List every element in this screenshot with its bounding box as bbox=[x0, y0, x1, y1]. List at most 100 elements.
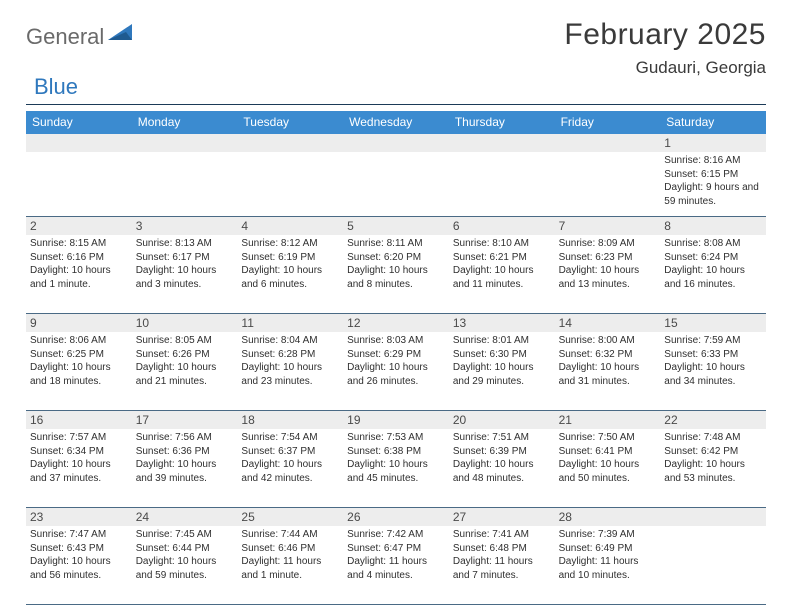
day-detail-line: Sunset: 6:21 PM bbox=[453, 251, 551, 265]
day-detail-line: Sunrise: 8:00 AM bbox=[559, 334, 657, 348]
month-title: February 2025 bbox=[564, 18, 766, 52]
day-detail-line: Daylight: 10 hours and 50 minutes. bbox=[559, 458, 657, 485]
day-number: 2 bbox=[26, 217, 132, 235]
day-number: 5 bbox=[343, 217, 449, 235]
day-detail-line: Sunrise: 8:13 AM bbox=[136, 237, 234, 251]
day-detail-line: Sunrise: 7:53 AM bbox=[347, 431, 445, 445]
day-cell: Sunrise: 8:09 AMSunset: 6:23 PMDaylight:… bbox=[555, 235, 661, 313]
day-cell: Sunrise: 7:39 AMSunset: 6:49 PMDaylight:… bbox=[555, 526, 661, 604]
day-detail-line: Daylight: 10 hours and 3 minutes. bbox=[136, 264, 234, 291]
day-cell: Sunrise: 7:54 AMSunset: 6:37 PMDaylight:… bbox=[237, 429, 343, 507]
day-detail-line: Sunset: 6:47 PM bbox=[347, 542, 445, 556]
day-detail-line: Sunrise: 7:48 AM bbox=[664, 431, 762, 445]
day-detail-line: Sunset: 6:15 PM bbox=[664, 168, 762, 182]
day-number: 11 bbox=[237, 314, 343, 332]
day-cell: Sunrise: 8:03 AMSunset: 6:29 PMDaylight:… bbox=[343, 332, 449, 410]
day-cell: Sunrise: 7:48 AMSunset: 6:42 PMDaylight:… bbox=[660, 429, 766, 507]
day-cell: Sunrise: 8:01 AMSunset: 6:30 PMDaylight:… bbox=[449, 332, 555, 410]
day-detail-line: Sunset: 6:29 PM bbox=[347, 348, 445, 362]
day-detail-line: Sunset: 6:46 PM bbox=[241, 542, 339, 556]
dow-cell: Friday bbox=[555, 111, 661, 134]
week-row: Sunrise: 7:47 AMSunset: 6:43 PMDaylight:… bbox=[26, 526, 766, 605]
day-number bbox=[449, 134, 555, 152]
day-detail-line: Sunrise: 7:57 AM bbox=[30, 431, 128, 445]
day-cell bbox=[343, 152, 449, 216]
day-cell: Sunrise: 7:45 AMSunset: 6:44 PMDaylight:… bbox=[132, 526, 238, 604]
day-detail-line: Daylight: 10 hours and 29 minutes. bbox=[453, 361, 551, 388]
day-of-week-header: SundayMondayTuesdayWednesdayThursdayFrid… bbox=[26, 111, 766, 134]
day-detail-line: Sunset: 6:28 PM bbox=[241, 348, 339, 362]
day-detail-line: Sunrise: 7:51 AM bbox=[453, 431, 551, 445]
day-number: 7 bbox=[555, 217, 661, 235]
day-detail-line: Sunset: 6:49 PM bbox=[559, 542, 657, 556]
day-number bbox=[555, 134, 661, 152]
day-detail-line: Sunrise: 7:44 AM bbox=[241, 528, 339, 542]
calendar-grid: SundayMondayTuesdayWednesdayThursdayFrid… bbox=[26, 111, 766, 605]
day-number bbox=[132, 134, 238, 152]
day-cell bbox=[237, 152, 343, 216]
day-cell bbox=[660, 526, 766, 604]
day-detail-line: Daylight: 11 hours and 7 minutes. bbox=[453, 555, 551, 582]
day-detail-line: Sunrise: 8:05 AM bbox=[136, 334, 234, 348]
day-detail-line: Sunrise: 7:41 AM bbox=[453, 528, 551, 542]
day-detail-line: Sunrise: 7:47 AM bbox=[30, 528, 128, 542]
day-cell: Sunrise: 8:04 AMSunset: 6:28 PMDaylight:… bbox=[237, 332, 343, 410]
day-cell bbox=[26, 152, 132, 216]
day-number: 1 bbox=[660, 134, 766, 152]
day-cell: Sunrise: 8:16 AMSunset: 6:15 PMDaylight:… bbox=[660, 152, 766, 216]
day-cell: Sunrise: 7:56 AMSunset: 6:36 PMDaylight:… bbox=[132, 429, 238, 507]
day-detail-line: Sunset: 6:23 PM bbox=[559, 251, 657, 265]
day-detail-line: Sunset: 6:38 PM bbox=[347, 445, 445, 459]
week-row: Sunrise: 8:16 AMSunset: 6:15 PMDaylight:… bbox=[26, 152, 766, 217]
day-detail-line: Daylight: 10 hours and 13 minutes. bbox=[559, 264, 657, 291]
day-number: 16 bbox=[26, 411, 132, 429]
day-cell: Sunrise: 7:50 AMSunset: 6:41 PMDaylight:… bbox=[555, 429, 661, 507]
day-cell: Sunrise: 7:44 AMSunset: 6:46 PMDaylight:… bbox=[237, 526, 343, 604]
day-detail-line: Daylight: 11 hours and 1 minute. bbox=[241, 555, 339, 582]
week-row: Sunrise: 7:57 AMSunset: 6:34 PMDaylight:… bbox=[26, 429, 766, 508]
day-detail-line: Sunset: 6:32 PM bbox=[559, 348, 657, 362]
week-row: Sunrise: 8:15 AMSunset: 6:16 PMDaylight:… bbox=[26, 235, 766, 314]
day-cell: Sunrise: 7:47 AMSunset: 6:43 PMDaylight:… bbox=[26, 526, 132, 604]
logo-triangle-icon bbox=[108, 22, 134, 47]
day-detail-line: Daylight: 10 hours and 34 minutes. bbox=[664, 361, 762, 388]
day-number bbox=[237, 134, 343, 152]
week-daynum-row: 2345678 bbox=[26, 217, 766, 235]
day-detail-line: Sunset: 6:17 PM bbox=[136, 251, 234, 265]
day-detail-line: Daylight: 10 hours and 53 minutes. bbox=[664, 458, 762, 485]
day-number: 19 bbox=[343, 411, 449, 429]
day-detail-line: Daylight: 10 hours and 56 minutes. bbox=[30, 555, 128, 582]
day-detail-line: Daylight: 10 hours and 18 minutes. bbox=[30, 361, 128, 388]
day-cell: Sunrise: 7:41 AMSunset: 6:48 PMDaylight:… bbox=[449, 526, 555, 604]
day-cell: Sunrise: 7:42 AMSunset: 6:47 PMDaylight:… bbox=[343, 526, 449, 604]
day-number: 8 bbox=[660, 217, 766, 235]
day-detail-line: Daylight: 10 hours and 16 minutes. bbox=[664, 264, 762, 291]
day-detail-line: Sunrise: 8:04 AM bbox=[241, 334, 339, 348]
day-detail-line: Daylight: 10 hours and 1 minute. bbox=[30, 264, 128, 291]
header-rule bbox=[26, 104, 766, 105]
day-cell: Sunrise: 8:15 AMSunset: 6:16 PMDaylight:… bbox=[26, 235, 132, 313]
day-number: 15 bbox=[660, 314, 766, 332]
day-detail-line: Sunset: 6:26 PM bbox=[136, 348, 234, 362]
day-detail-line: Sunset: 6:16 PM bbox=[30, 251, 128, 265]
day-detail-line: Daylight: 10 hours and 48 minutes. bbox=[453, 458, 551, 485]
day-number: 27 bbox=[449, 508, 555, 526]
day-cell: Sunrise: 8:10 AMSunset: 6:21 PMDaylight:… bbox=[449, 235, 555, 313]
day-cell: Sunrise: 8:06 AMSunset: 6:25 PMDaylight:… bbox=[26, 332, 132, 410]
day-detail-line: Daylight: 10 hours and 8 minutes. bbox=[347, 264, 445, 291]
day-detail-line: Daylight: 10 hours and 42 minutes. bbox=[241, 458, 339, 485]
day-detail-line: Sunrise: 8:15 AM bbox=[30, 237, 128, 251]
dow-cell: Sunday bbox=[26, 111, 132, 134]
day-number: 3 bbox=[132, 217, 238, 235]
week-row: Sunrise: 8:06 AMSunset: 6:25 PMDaylight:… bbox=[26, 332, 766, 411]
dow-cell: Wednesday bbox=[343, 111, 449, 134]
day-cell bbox=[555, 152, 661, 216]
day-detail-line: Sunset: 6:48 PM bbox=[453, 542, 551, 556]
day-detail-line: Sunrise: 8:16 AM bbox=[664, 154, 762, 168]
day-cell: Sunrise: 8:08 AMSunset: 6:24 PMDaylight:… bbox=[660, 235, 766, 313]
day-cell bbox=[449, 152, 555, 216]
day-number bbox=[343, 134, 449, 152]
day-detail-line: Sunrise: 7:39 AM bbox=[559, 528, 657, 542]
day-cell bbox=[132, 152, 238, 216]
day-detail-line: Sunset: 6:42 PM bbox=[664, 445, 762, 459]
